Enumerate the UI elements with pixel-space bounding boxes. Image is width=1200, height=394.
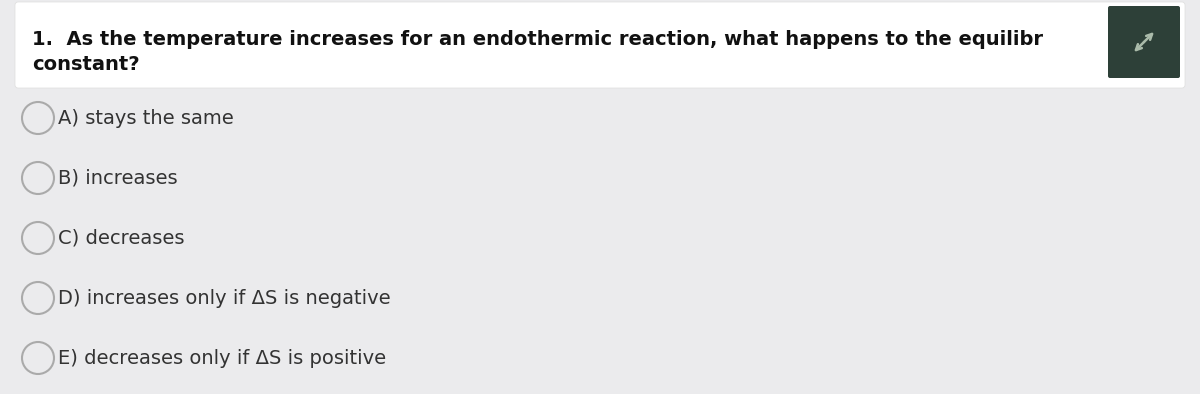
Text: B) increases: B) increases: [58, 169, 178, 188]
FancyBboxPatch shape: [1108, 6, 1180, 78]
Text: 1.  As the temperature increases for an endothermic reaction, what happens to th: 1. As the temperature increases for an e…: [32, 30, 1043, 49]
Ellipse shape: [22, 162, 54, 194]
Ellipse shape: [22, 102, 54, 134]
Text: A) stays the same: A) stays the same: [58, 108, 234, 128]
Ellipse shape: [22, 222, 54, 254]
Text: constant?: constant?: [32, 55, 139, 74]
Text: D) increases only if ΔS is negative: D) increases only if ΔS is negative: [58, 288, 391, 307]
Ellipse shape: [22, 282, 54, 314]
FancyBboxPatch shape: [14, 2, 1186, 88]
Ellipse shape: [22, 342, 54, 374]
Text: E) decreases only if ΔS is positive: E) decreases only if ΔS is positive: [58, 349, 386, 368]
Text: C) decreases: C) decreases: [58, 229, 185, 247]
